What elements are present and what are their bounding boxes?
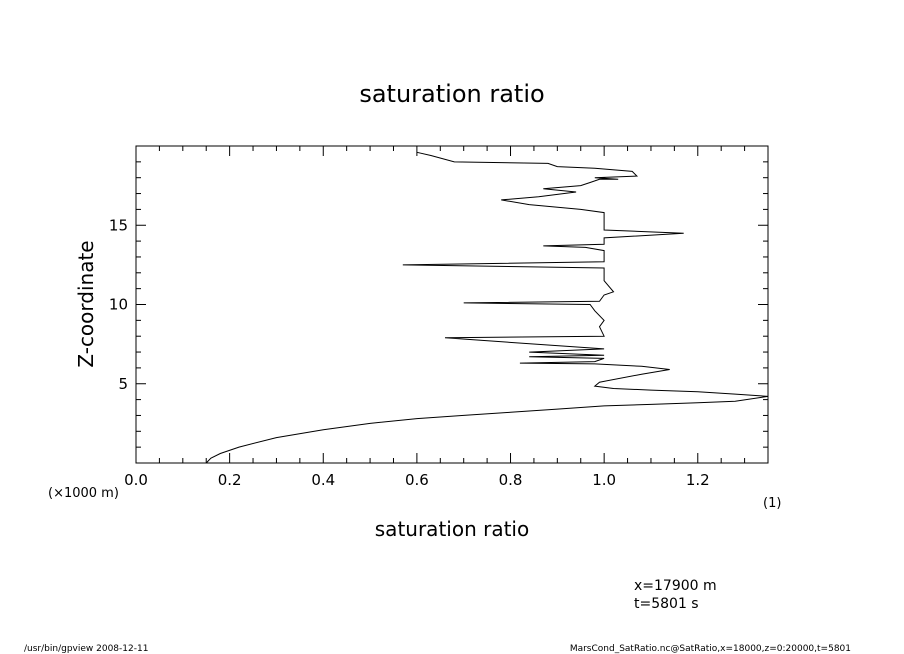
x-axis-label: saturation ratio xyxy=(375,517,529,541)
y-axis-label: Z-coordinate xyxy=(74,240,98,367)
y-tick-label: 15 xyxy=(109,216,128,234)
x-axis-tick-labels: 0.0 0.2 0.4 0.6 0.8 1.0 1.2 xyxy=(124,471,710,489)
x-tick-label: 0.4 xyxy=(311,471,335,489)
footer-source: MarsCond_SatRatio.nc@SatRatio,x=18000,z=… xyxy=(570,644,851,654)
y-axis-tick-labels: 5 10 15 xyxy=(109,216,128,393)
y-tick-label: 5 xyxy=(118,375,128,393)
chart-title: saturation ratio xyxy=(359,80,544,108)
x-position-readout: x=17900 m xyxy=(634,578,717,594)
x-tick-label: 0.0 xyxy=(124,471,148,489)
plot-frame xyxy=(135,145,769,464)
x-unit-label: (1) xyxy=(763,496,781,511)
time-readout: t=5801 s xyxy=(634,596,699,612)
y-unit-label: (×1000 m) xyxy=(48,486,119,501)
x-tick-label: 0.8 xyxy=(499,471,523,489)
x-tick-label: 1.0 xyxy=(592,471,616,489)
footer-program-date: /usr/bin/gpview 2008-12-11 xyxy=(24,644,148,654)
x-axis-ticks xyxy=(135,146,769,463)
y-tick-label: 10 xyxy=(109,296,128,314)
y-axis-ticks xyxy=(136,161,768,448)
x-tick-label: 0.6 xyxy=(405,471,429,489)
x-tick-label: 0.2 xyxy=(218,471,242,489)
x-tick-label: 1.2 xyxy=(686,471,710,489)
saturation-ratio-line xyxy=(205,151,769,464)
